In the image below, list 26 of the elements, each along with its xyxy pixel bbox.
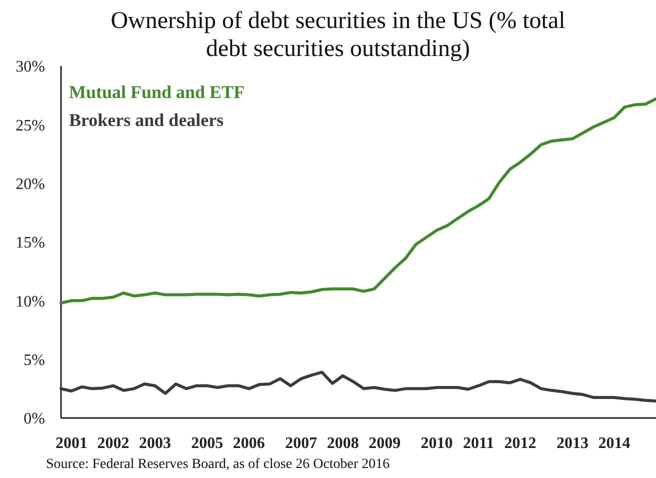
- source-note: Source: Federal Reserves Board, as of close 26 October 2016: [46, 457, 390, 472]
- line-series: [60, 97, 656, 305]
- x-tick-label: 2002: [97, 435, 130, 452]
- y-tick-label: 25%: [16, 117, 45, 134]
- y-tick-label: 30%: [16, 58, 45, 76]
- line-series: [60, 370, 656, 402]
- x-tick-label: 2007: [285, 435, 318, 452]
- x-tick-label: 2008: [326, 435, 359, 452]
- x-tick-label: 2010: [420, 435, 453, 452]
- text: Mutual Fund and ETF: [69, 82, 245, 102]
- x-tick-label: 2001: [55, 435, 88, 452]
- x-tick-label: 2009: [368, 435, 401, 452]
- text: Brokers and dealers: [69, 110, 224, 130]
- y-tick-label: 0%: [24, 410, 45, 428]
- x-tick-label: 2012: [504, 435, 536, 452]
- y-tick-label: 5%: [24, 352, 45, 369]
- x-tick-label: 2014: [598, 435, 630, 452]
- x-tick-label: 2005: [191, 435, 224, 452]
- y-tick-label: 20%: [16, 176, 45, 193]
- y-tick-label: 10%: [16, 293, 45, 310]
- x-tick-label: 2013: [556, 435, 588, 452]
- x-tick-label: 2011: [462, 435, 494, 452]
- x-tick-label: 2006: [232, 435, 265, 452]
- y-tick-label: 15%: [16, 234, 45, 252]
- x-tick-label: 2003: [138, 435, 171, 452]
- chart-title: Ownership of debt securities in the US (% total debt securities outstanding): [110, 8, 566, 62]
